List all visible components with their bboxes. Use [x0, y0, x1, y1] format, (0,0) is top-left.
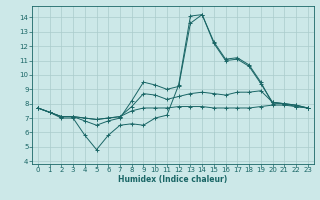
X-axis label: Humidex (Indice chaleur): Humidex (Indice chaleur) [118, 175, 228, 184]
